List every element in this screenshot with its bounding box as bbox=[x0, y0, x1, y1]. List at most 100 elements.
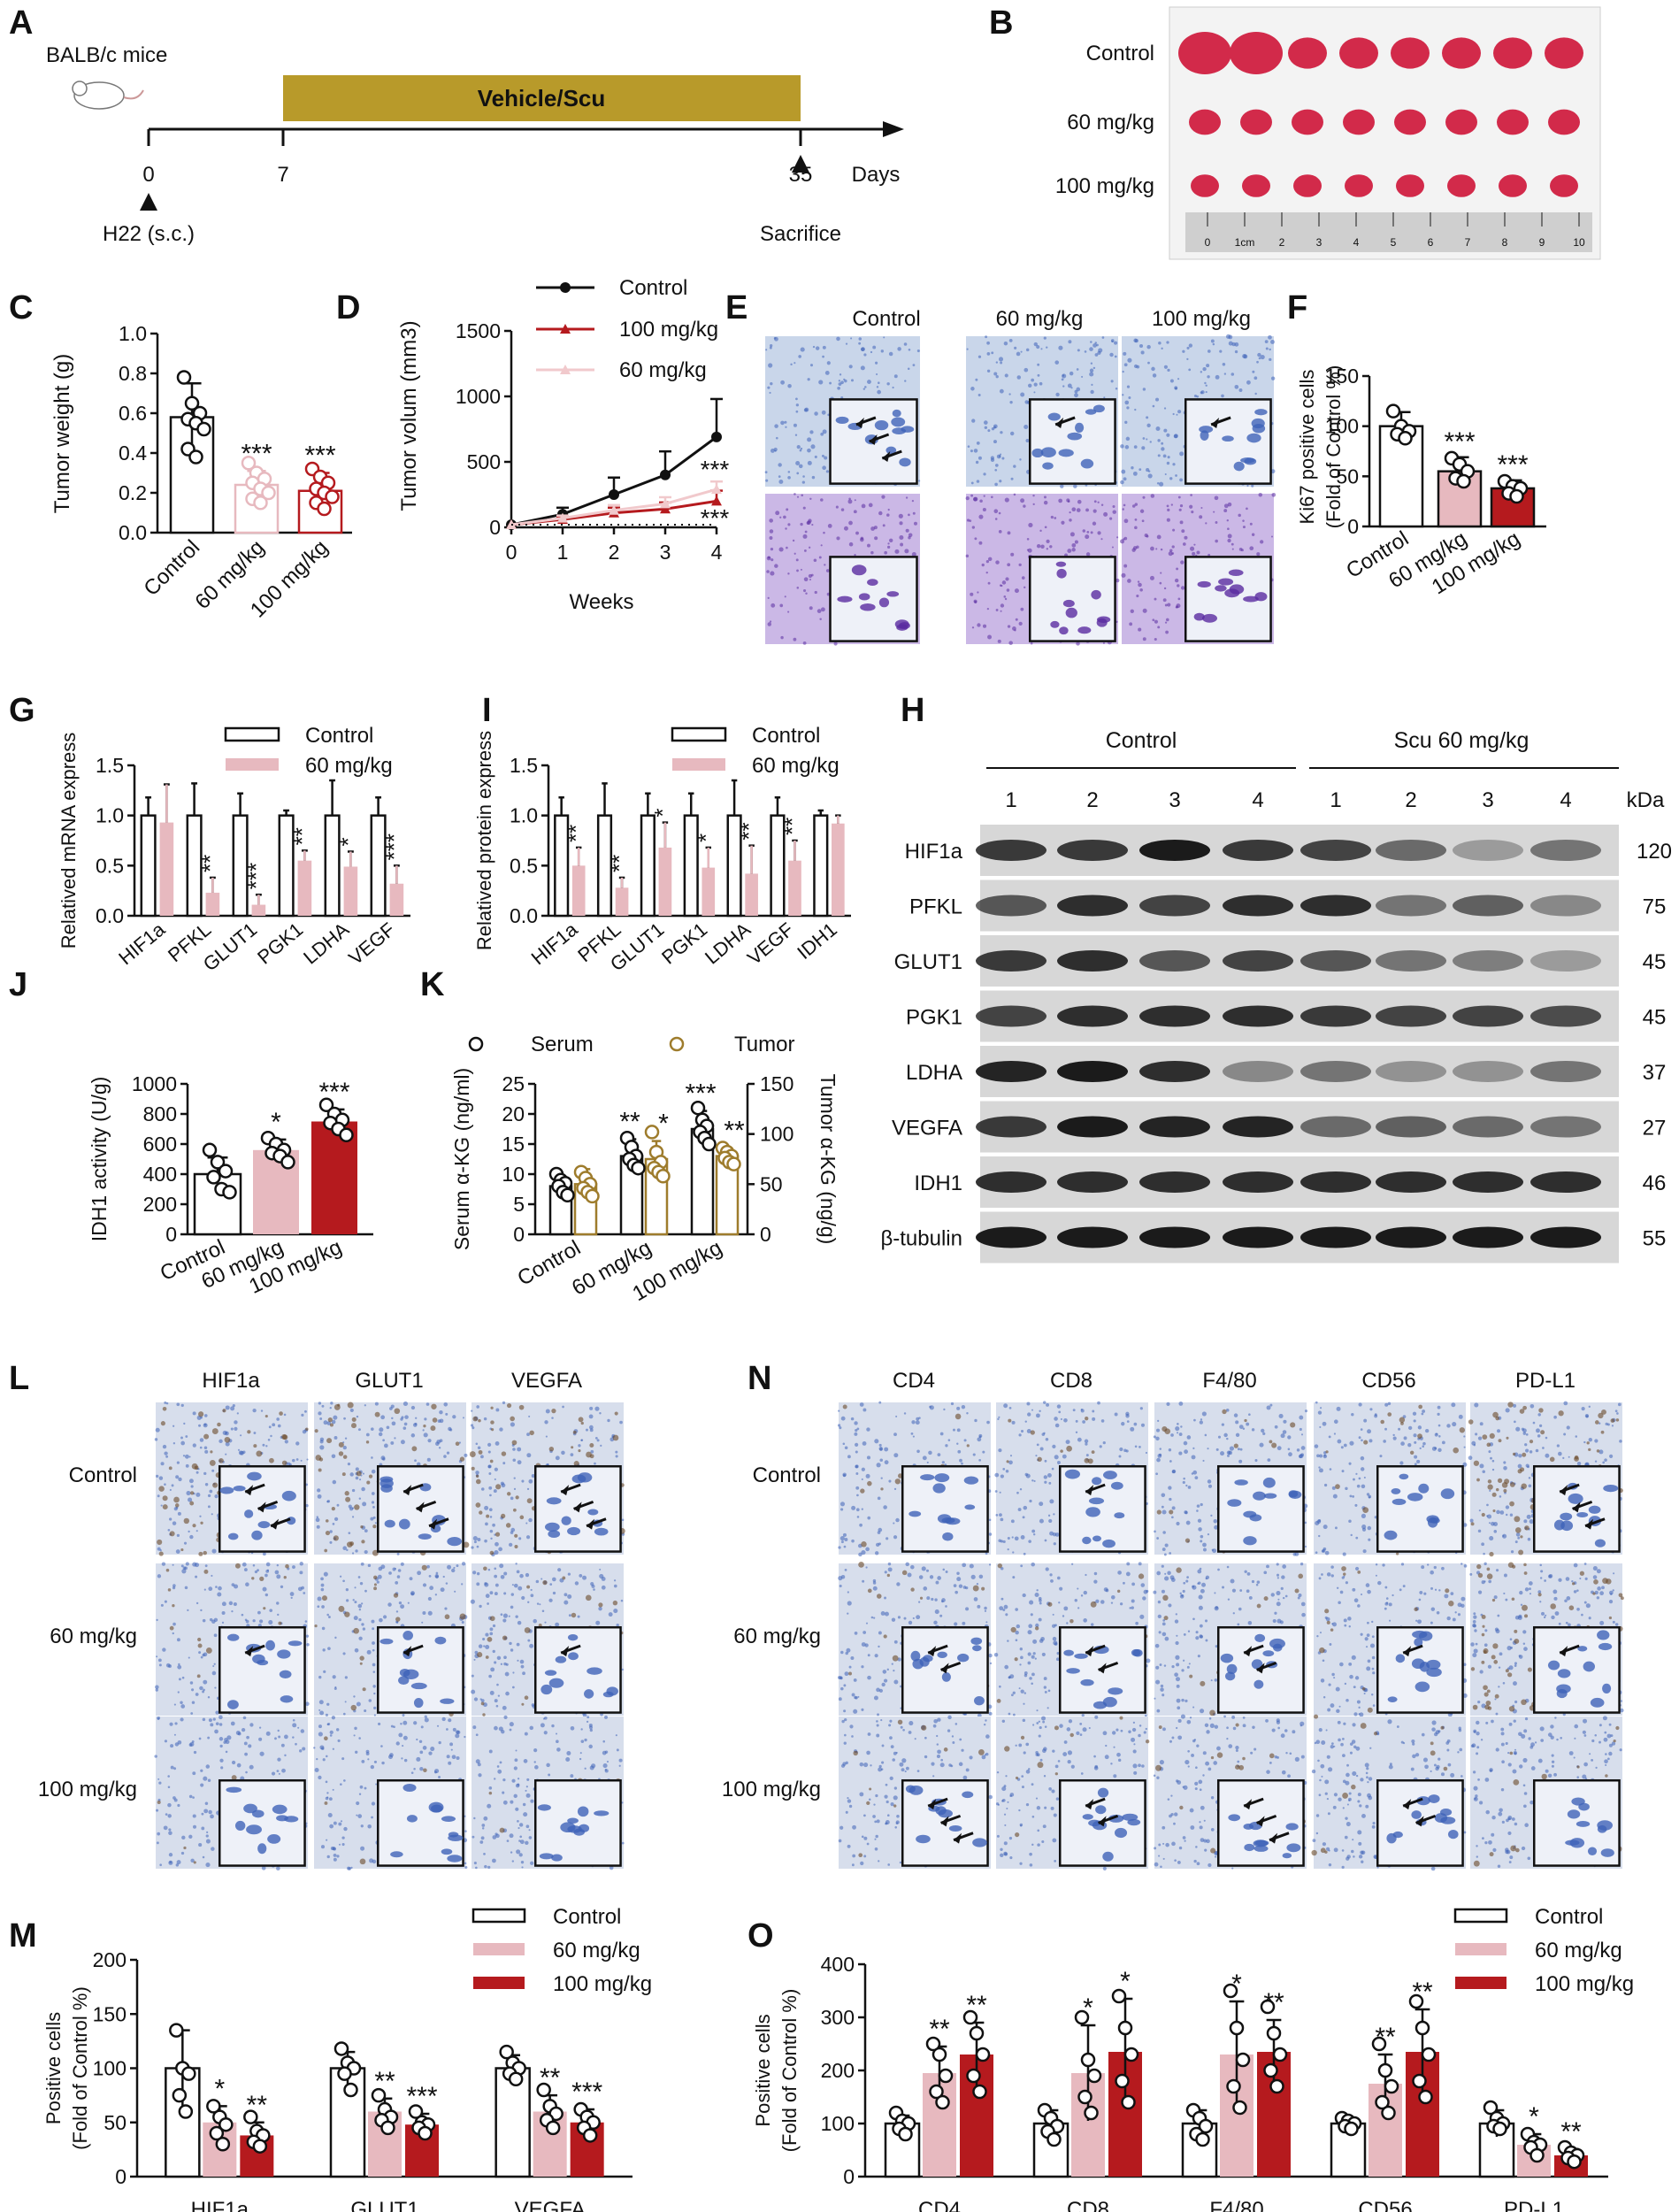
cell bbox=[203, 1588, 206, 1591]
blot-band bbox=[1139, 950, 1210, 972]
cell bbox=[1414, 1463, 1417, 1466]
cell bbox=[590, 1582, 594, 1586]
cell bbox=[276, 1770, 280, 1772]
cell bbox=[1412, 1411, 1417, 1416]
cell bbox=[497, 1694, 501, 1697]
tumor bbox=[1391, 37, 1430, 69]
inset-frame bbox=[1058, 1464, 1146, 1553]
stained-cell bbox=[338, 1441, 344, 1448]
cell bbox=[472, 1571, 477, 1575]
cell bbox=[956, 1442, 959, 1445]
stained-cell bbox=[157, 1800, 161, 1805]
cell bbox=[570, 1453, 574, 1457]
stained-cell bbox=[203, 1569, 209, 1574]
cell bbox=[209, 1489, 213, 1494]
cell bbox=[784, 420, 787, 424]
blot-band bbox=[976, 1226, 1046, 1248]
cell bbox=[1075, 1419, 1078, 1423]
cell bbox=[1482, 1470, 1485, 1474]
cell bbox=[356, 1801, 360, 1806]
cell bbox=[157, 1717, 160, 1720]
tumor bbox=[1292, 109, 1323, 135]
legend-label: 100 mg/kg bbox=[619, 318, 718, 342]
cell bbox=[512, 1458, 517, 1463]
cell bbox=[318, 1411, 322, 1416]
cell bbox=[471, 1546, 474, 1549]
cell bbox=[840, 508, 845, 511]
cell bbox=[176, 1533, 180, 1538]
cell bbox=[387, 1602, 392, 1607]
stained-cell bbox=[183, 1517, 190, 1525]
cell bbox=[1156, 1537, 1160, 1540]
cell bbox=[838, 382, 842, 387]
legend-marker bbox=[560, 324, 571, 334]
cell bbox=[870, 350, 873, 354]
y-tick-label: 400 bbox=[143, 1163, 177, 1186]
data-point bbox=[325, 489, 340, 504]
cell bbox=[513, 1477, 516, 1479]
cell bbox=[566, 1750, 571, 1755]
cell bbox=[364, 1786, 367, 1790]
cell bbox=[840, 1508, 844, 1511]
cell bbox=[278, 1735, 281, 1739]
cell bbox=[1270, 376, 1276, 380]
cell bbox=[207, 1494, 211, 1498]
inset-cell bbox=[1062, 599, 1075, 608]
cell bbox=[200, 1769, 203, 1772]
cell bbox=[1033, 1479, 1036, 1483]
cell bbox=[492, 1835, 497, 1839]
cell bbox=[1358, 1477, 1361, 1480]
stained-cell bbox=[486, 1514, 490, 1518]
cell bbox=[394, 1437, 396, 1440]
cell bbox=[991, 351, 994, 355]
cell bbox=[1169, 477, 1173, 480]
cell bbox=[402, 1745, 404, 1747]
cell bbox=[1147, 470, 1151, 472]
cell bbox=[1052, 1444, 1056, 1448]
cell bbox=[1419, 1447, 1422, 1449]
cell bbox=[1141, 519, 1145, 523]
cell bbox=[203, 1679, 208, 1685]
cell bbox=[438, 1740, 441, 1745]
stained-cell bbox=[395, 1617, 401, 1622]
cell bbox=[1124, 420, 1128, 424]
cell bbox=[1123, 564, 1128, 568]
cell bbox=[1123, 503, 1126, 507]
stained-cell bbox=[1453, 1447, 1460, 1454]
cell bbox=[461, 1620, 464, 1624]
cell bbox=[246, 1735, 249, 1740]
cell bbox=[200, 1655, 203, 1659]
cell bbox=[359, 1785, 364, 1789]
cell bbox=[1234, 342, 1239, 347]
cell bbox=[162, 1647, 166, 1652]
cell bbox=[843, 378, 846, 381]
stained-cell bbox=[365, 1440, 370, 1444]
inset-cell bbox=[1067, 432, 1083, 441]
cell bbox=[1350, 1533, 1353, 1537]
cell bbox=[922, 1455, 927, 1461]
cell bbox=[274, 1737, 277, 1740]
blot-band bbox=[976, 1171, 1046, 1193]
cell bbox=[1400, 1441, 1405, 1446]
cell bbox=[1163, 587, 1167, 590]
inset-cell bbox=[219, 1486, 234, 1494]
cell bbox=[1230, 373, 1235, 376]
cell bbox=[1097, 531, 1101, 535]
cell bbox=[428, 1575, 432, 1578]
cell bbox=[1110, 380, 1114, 383]
cell bbox=[545, 1409, 550, 1414]
cell bbox=[258, 1737, 263, 1741]
cell bbox=[621, 1841, 625, 1845]
panel-letter: G bbox=[9, 692, 35, 729]
cell bbox=[1609, 1454, 1614, 1458]
cell bbox=[786, 546, 788, 549]
cell bbox=[362, 1502, 367, 1507]
cell bbox=[445, 1412, 448, 1416]
cell bbox=[470, 1599, 475, 1604]
cell bbox=[297, 1726, 300, 1729]
blot-band bbox=[1453, 1116, 1523, 1138]
cell bbox=[292, 1565, 295, 1570]
stained-cell bbox=[423, 1424, 426, 1428]
data-point bbox=[280, 1155, 295, 1170]
